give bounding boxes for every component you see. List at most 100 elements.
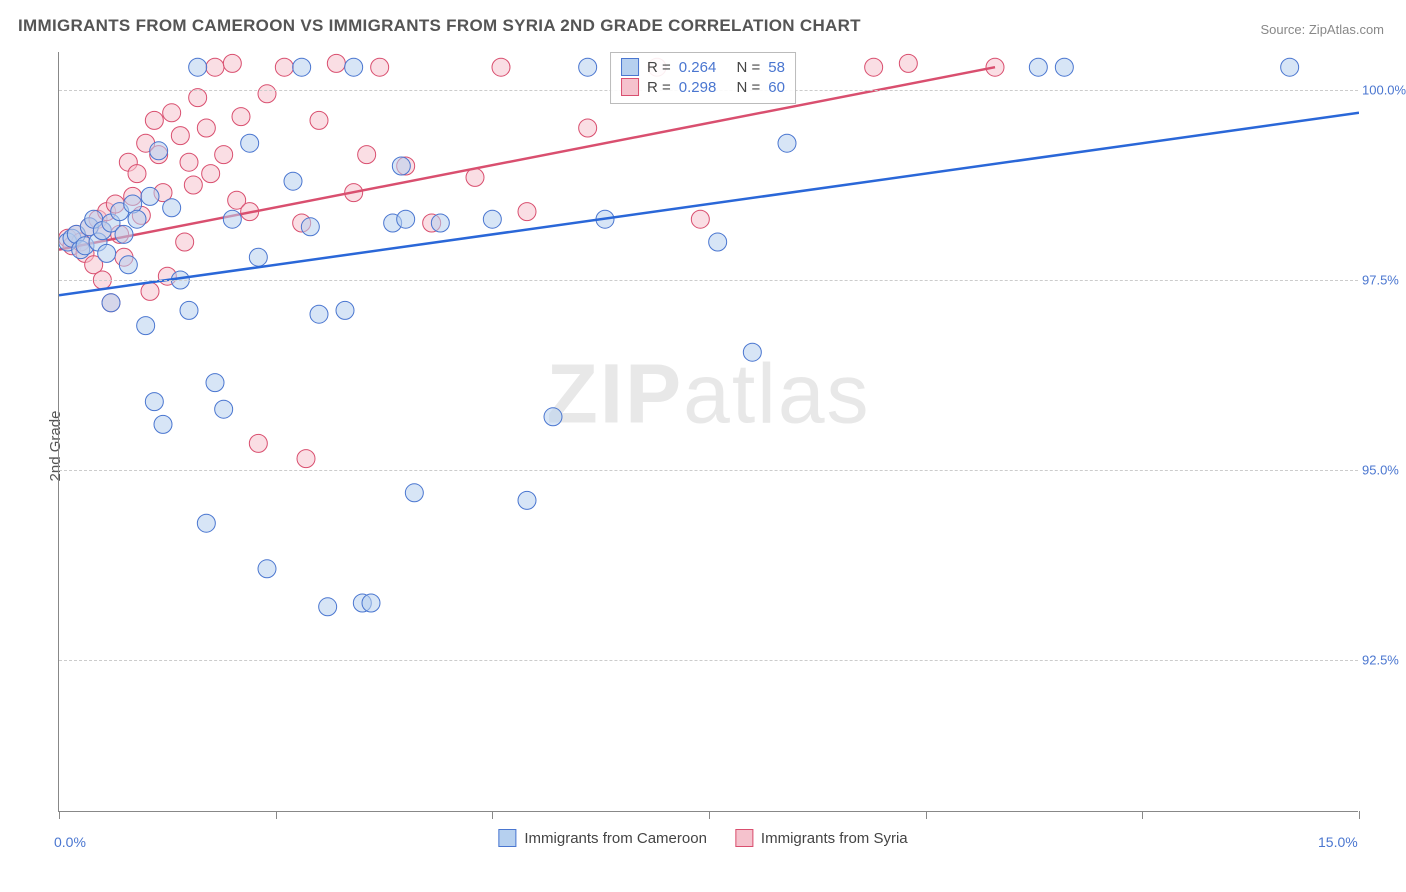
data-point [232, 108, 250, 126]
data-point [492, 58, 510, 76]
data-point [141, 187, 159, 205]
data-point [336, 301, 354, 319]
data-point [709, 233, 727, 251]
chart-svg [59, 52, 1359, 812]
data-point [865, 58, 883, 76]
legend-label-cameroon: Immigrants from Cameroon [524, 830, 707, 847]
data-point [518, 491, 536, 509]
data-point [275, 58, 293, 76]
data-point [197, 514, 215, 532]
data-point [197, 119, 215, 137]
source-label: Source: ZipAtlas.com [1260, 22, 1384, 37]
data-point [392, 157, 410, 175]
data-point [180, 153, 198, 171]
x-tick [709, 811, 710, 819]
data-point [310, 111, 328, 129]
x-axis-min-label: 0.0% [54, 834, 86, 850]
data-point [579, 58, 597, 76]
data-point [1281, 58, 1299, 76]
swatch-syria [621, 78, 639, 96]
data-point [579, 119, 597, 137]
legend-label-syria: Immigrants from Syria [761, 830, 908, 847]
x-tick [926, 811, 927, 819]
data-point [405, 484, 423, 502]
data-point [223, 54, 241, 72]
r-label: R = [647, 59, 671, 76]
r-label: R = [647, 79, 671, 96]
data-point [206, 374, 224, 392]
data-point [189, 89, 207, 107]
data-point [691, 210, 709, 228]
y-tick-label: 92.5% [1362, 653, 1406, 668]
data-point [301, 218, 319, 236]
swatch-syria [735, 829, 753, 847]
legend-item-cameroon: Immigrants from Cameroon [498, 828, 707, 848]
swatch-cameroon [498, 829, 516, 847]
y-tick-label: 97.5% [1362, 273, 1406, 288]
data-point [145, 111, 163, 129]
plot-area: ZIPatlas 92.5%95.0%97.5%100.0% [58, 52, 1358, 812]
data-point [778, 134, 796, 152]
gridline [59, 470, 1358, 471]
r-value-cameroon: 0.264 [679, 59, 717, 76]
data-point [284, 172, 302, 190]
data-point [397, 210, 415, 228]
swatch-cameroon [621, 58, 639, 76]
data-point [176, 233, 194, 251]
data-point [544, 408, 562, 426]
data-point [154, 415, 172, 433]
data-point [362, 594, 380, 612]
data-point [215, 146, 233, 164]
x-tick [492, 811, 493, 819]
data-point [371, 58, 389, 76]
stats-row-syria: R = 0.298 N = 60 [621, 77, 785, 97]
r-value-syria: 0.298 [679, 79, 717, 96]
data-point [128, 210, 146, 228]
data-point [119, 256, 137, 274]
data-point [145, 393, 163, 411]
data-point [249, 434, 267, 452]
data-point [249, 248, 267, 266]
data-point [141, 282, 159, 300]
data-point [98, 244, 116, 262]
data-point [518, 203, 536, 221]
y-tick-label: 100.0% [1362, 83, 1406, 98]
data-point [189, 58, 207, 76]
x-tick [276, 811, 277, 819]
stats-row-cameroon: R = 0.264 N = 58 [621, 57, 785, 77]
data-point [171, 127, 189, 145]
data-point [215, 400, 233, 418]
data-point [358, 146, 376, 164]
data-point [137, 317, 155, 335]
data-point [1029, 58, 1047, 76]
data-point [258, 560, 276, 578]
data-point [115, 225, 133, 243]
data-point [258, 85, 276, 103]
data-point [319, 598, 337, 616]
data-point [202, 165, 220, 183]
data-point [293, 58, 311, 76]
x-tick [1359, 811, 1360, 819]
n-label: N = [737, 59, 761, 76]
data-point [297, 450, 315, 468]
data-point [180, 301, 198, 319]
n-value-syria: 60 [768, 79, 785, 96]
data-point [743, 343, 761, 361]
x-axis-max-label: 15.0% [1318, 834, 1358, 850]
data-point [466, 168, 484, 186]
data-point [150, 142, 168, 160]
data-point [241, 134, 259, 152]
x-tick [1142, 811, 1143, 819]
series-legend: Immigrants from Cameroon Immigrants from… [498, 828, 907, 848]
gridline [59, 660, 1358, 661]
data-point [206, 58, 224, 76]
data-point [431, 214, 449, 232]
data-point [345, 58, 363, 76]
data-point [128, 165, 146, 183]
data-point [163, 199, 181, 217]
y-tick-label: 95.0% [1362, 463, 1406, 478]
data-point [102, 294, 120, 312]
stats-legend: R = 0.264 N = 58 R = 0.298 N = 60 [610, 52, 796, 104]
gridline [59, 280, 1358, 281]
n-value-cameroon: 58 [768, 59, 785, 76]
